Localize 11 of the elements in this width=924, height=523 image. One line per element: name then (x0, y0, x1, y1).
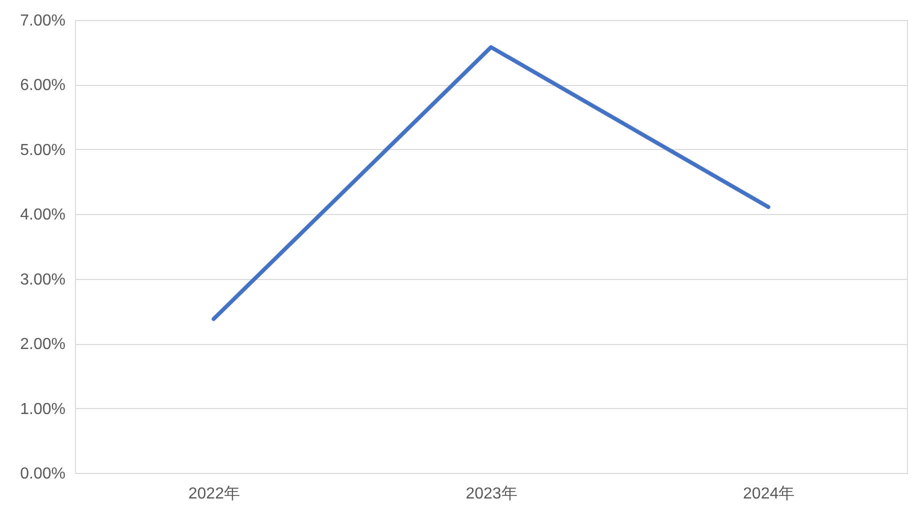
y-tick-label: 0.00% (20, 466, 66, 482)
x-tick-label: 2023年 (466, 486, 518, 502)
y-tick-label: 5.00% (20, 142, 66, 159)
y-tick-label: 1.00% (20, 400, 66, 418)
y-tick-label: 4.00% (20, 206, 66, 224)
y-tick-label: 6.00% (20, 77, 66, 94)
y-tick-label: 2.00% (20, 336, 66, 354)
y-tick-label: 7.00% (20, 12, 66, 30)
x-tick-label: 2022年 (188, 486, 240, 502)
y-tick-label: 3.00% (20, 271, 66, 288)
x-tick-label: 2024年 (743, 486, 795, 502)
